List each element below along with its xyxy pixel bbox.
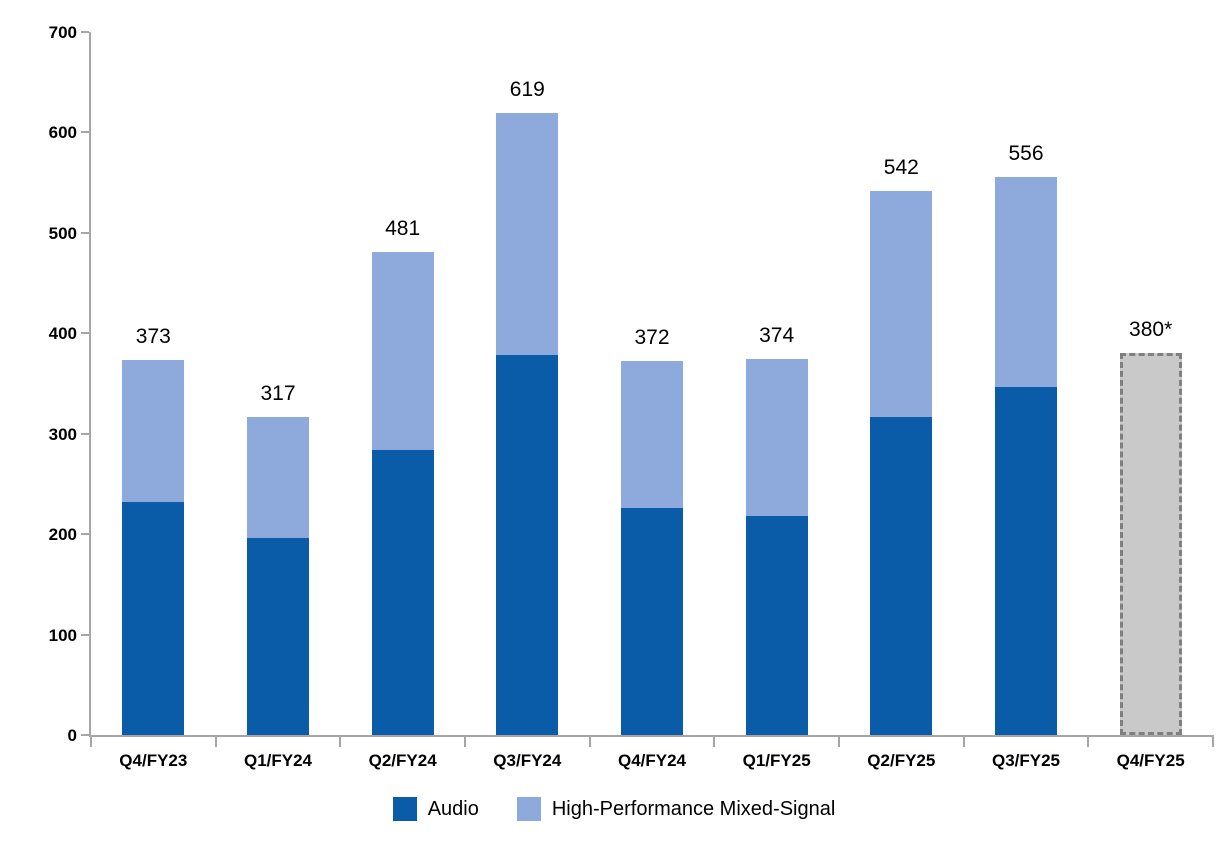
x-category-label: Q3/FY25 [991, 751, 1061, 770]
y-tick-label: 100 [48, 625, 77, 645]
bar-total-label: 542 [883, 155, 919, 179]
legend-item-audio: Audio [392, 797, 479, 821]
x-boundary-tick [838, 735, 840, 747]
bar-hpms-Q2/FY24 [371, 251, 434, 450]
x-boundary-tick [90, 735, 92, 747]
x-boundary-tick [962, 735, 965, 747]
x-boundary-tick [464, 735, 466, 747]
legend-item-hpms: High-Performance Mixed-Signal [516, 797, 836, 821]
bar-audio-Q4/FY23 [122, 502, 185, 735]
bar-total-label: 481 [385, 216, 421, 240]
x-category-label: Q3/FY24 [493, 751, 562, 770]
x-category-label: Q4/FY24 [617, 751, 687, 770]
legend-swatch-hpms [516, 797, 541, 821]
x-boundary-tick [1087, 735, 1090, 747]
x-category-label: Q4/FY25 [1116, 751, 1185, 770]
y-tick-label: 200 [48, 525, 77, 545]
y-tick-label: 700 [48, 23, 77, 42]
bar-audio-Q4/FY24 [621, 508, 683, 735]
x-boundary-tick [588, 735, 591, 747]
legend-label-hpms: High-Performance Mixed-Signal [551, 798, 836, 820]
bar-hpms-Q4/FY24 [621, 361, 683, 509]
y-tick [81, 533, 89, 536]
y-tick-label: 400 [48, 324, 77, 344]
y-tick-label: 0 [67, 726, 77, 745]
bar-total-label: 380* [1129, 318, 1173, 342]
bar-audio-Q1/FY25 [745, 516, 808, 735]
y-tick [81, 633, 89, 636]
y-tick [81, 231, 89, 234]
y-tick [81, 31, 89, 33]
bar-hpms-Q3/FY24 [496, 113, 559, 356]
x-category-label: Q1/FY25 [742, 751, 811, 770]
x-boundary-tick [214, 735, 217, 747]
bar-forecast-Q4/FY25 [1119, 353, 1182, 735]
x-category-label: Q4/FY23 [119, 751, 188, 770]
y-tick-label: 300 [48, 424, 77, 444]
bar-hpms-Q4/FY23 [122, 360, 185, 502]
legend-label-audio: Audio [427, 798, 479, 820]
bar-total-label: 556 [1008, 141, 1044, 165]
x-category-label: Q2/FY24 [368, 751, 437, 770]
y-tick [81, 734, 89, 736]
bar-total-label: 373 [135, 325, 171, 349]
bar-hpms-Q1/FY25 [745, 359, 808, 517]
bar-audio-Q3/FY24 [496, 355, 559, 735]
x-category-label: Q2/FY25 [867, 751, 936, 770]
y-tick [81, 432, 89, 435]
x-category-label: Q1/FY24 [243, 751, 313, 770]
legend: Audio High-Performance Mixed-Signal [0, 797, 1228, 821]
x-boundary-tick [1212, 735, 1214, 747]
bar-audio-Q2/FY25 [870, 416, 933, 735]
bar-audio-Q3/FY25 [995, 386, 1057, 735]
x-boundary-tick [713, 735, 716, 747]
bar-total-label: 317 [260, 381, 296, 405]
x-axis-line [89, 735, 1213, 737]
bar-total-label: 372 [634, 326, 670, 350]
bar-total-label: 619 [509, 78, 545, 102]
y-tick-label: 600 [48, 123, 77, 143]
y-tick [81, 131, 89, 134]
bar-hpms-Q2/FY25 [870, 190, 933, 417]
y-tick [81, 332, 89, 335]
bar-hpms-Q3/FY25 [995, 176, 1057, 387]
y-tick-label: 500 [48, 223, 77, 243]
bar-total-label: 374 [759, 324, 795, 348]
legend-swatch-audio [392, 797, 417, 821]
y-axis-line [89, 32, 91, 737]
x-boundary-tick [339, 735, 342, 747]
bar-audio-Q2/FY24 [371, 449, 434, 735]
bar-audio-Q1/FY24 [247, 538, 309, 735]
bar-hpms-Q1/FY24 [247, 416, 309, 539]
